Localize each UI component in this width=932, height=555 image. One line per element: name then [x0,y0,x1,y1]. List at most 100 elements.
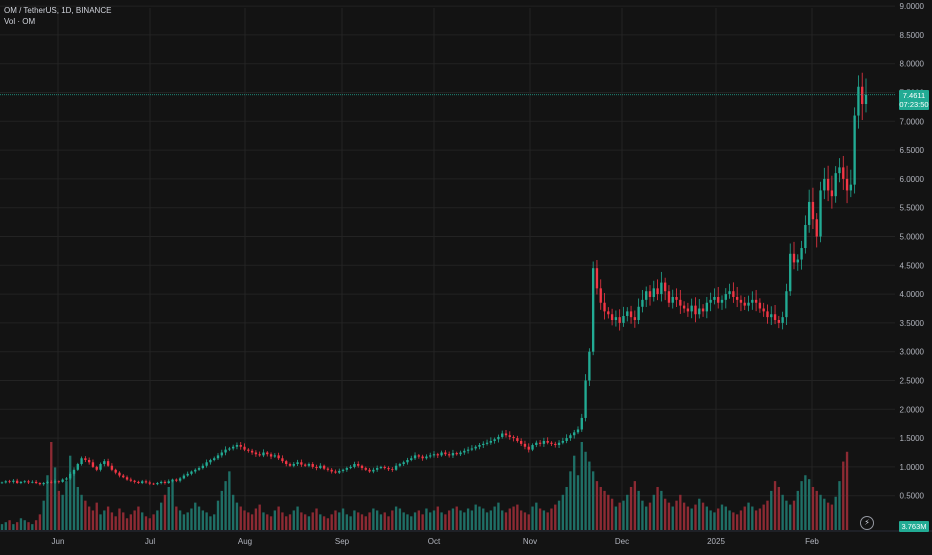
candle-body [91,462,95,467]
candle-body [728,291,731,295]
candle-body [815,219,818,237]
candle-body [277,455,280,459]
y-tick-label: 6.5000 [900,146,925,155]
volume-bar [288,514,292,530]
candle-body [652,288,655,297]
volume-bar [360,514,364,530]
candle-body [440,452,443,456]
candle-body [31,481,34,483]
volume-bar [656,486,659,530]
volume-bar [641,500,644,530]
candle-body [80,458,83,465]
candle-body [281,458,284,462]
volume-bar [322,516,326,530]
volume-bar [743,506,746,530]
candle-body [262,452,265,456]
volume-bar [834,496,837,530]
candle-body [129,479,133,481]
candle-body [46,481,49,484]
volume-bar [38,514,42,530]
candle-body [269,454,273,457]
volume-bar [19,518,23,530]
volume-bar [652,494,655,530]
volume-bar [57,490,61,530]
volume-bar [512,506,515,530]
candle-body [447,454,451,456]
candle-body [527,446,530,450]
candle-body [675,296,678,300]
volume-bar [538,508,542,530]
volume-bar [679,494,682,530]
volume-bar [372,508,375,530]
candle-body [12,480,15,482]
candle-body [838,167,841,174]
candle-body [701,308,705,312]
candle-body [15,480,19,484]
x-tick-label: Dec [615,537,629,546]
x-tick-label: Nov [523,537,537,546]
candle-body [588,351,591,381]
volume-bar [95,502,98,530]
volume-bar [569,471,572,530]
volume-bar [792,500,796,530]
volume-bar [504,512,508,530]
candle-body [557,442,561,446]
volume-bar [133,510,136,530]
volume-bar [53,467,57,530]
candle-body [804,224,807,249]
candle-body [766,311,769,318]
lightning-icon[interactable]: ⚡ [860,516,874,530]
volume-bar [341,508,345,530]
volume-bar [364,516,367,530]
candle-body [789,253,792,292]
candle-body [819,190,822,237]
volume-bar [645,506,648,530]
candle-body [254,452,258,455]
volume-bar [728,510,731,530]
candle-body [482,443,485,446]
candle-body [72,469,76,474]
volume-bar [307,516,311,530]
volume-bar [197,506,201,530]
volume-bar [178,510,182,530]
volume-bar [12,524,15,530]
volume-bar [751,506,754,530]
candle-body [610,314,614,321]
symbol-label: OM / TetherUS, 1D, BINANCE [4,6,112,15]
volume-bar [27,522,30,530]
volume-bar [766,500,769,530]
volume-bar [671,506,674,530]
candle-body [27,481,30,483]
volume-bar [823,498,826,530]
volume-bar [156,510,159,530]
volume-bar [690,508,693,530]
candle-body [69,473,72,479]
volume-bar [535,502,538,530]
x-tick-label: Aug [238,537,252,546]
candle-body [690,305,693,312]
volume-bar [724,506,727,530]
volume-bar [186,512,189,530]
candle-body [542,440,546,444]
candle-body [167,481,170,484]
candle-body [561,440,565,443]
candle-body [485,442,489,444]
x-tick-label: 2025 [707,537,725,546]
volume-bar [633,481,637,530]
candle-body [84,458,87,460]
volume-bar [785,500,788,530]
candle-body [531,445,534,450]
candle-body [607,311,610,315]
candle-body [338,470,341,473]
y-tick-label: 2.5000 [900,377,925,386]
volume-bar [482,508,485,530]
candle-body [159,481,163,484]
candle-body [489,440,493,443]
candle-body [182,475,186,479]
volume-bar [584,451,587,530]
volume-bar [137,506,140,530]
volume-bar [417,510,421,530]
volume-bar [110,512,114,530]
